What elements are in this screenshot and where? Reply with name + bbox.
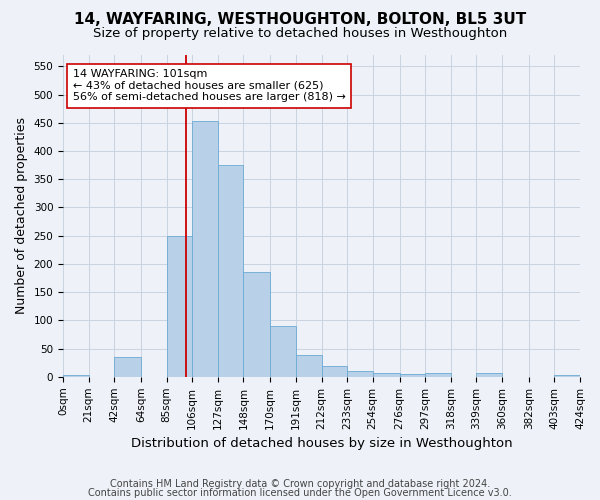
Bar [192, 121, 218, 377]
Bar [400, 374, 425, 377]
Text: 14, WAYFARING, WESTHOUGHTON, BOLTON, BL5 3UT: 14, WAYFARING, WESTHOUGHTON, BOLTON, BL5… [74, 12, 526, 28]
Text: Contains public sector information licensed under the Open Government Licence v3: Contains public sector information licen… [88, 488, 512, 498]
Text: Contains HM Land Registry data © Crown copyright and database right 2024.: Contains HM Land Registry data © Crown c… [110, 479, 490, 489]
Bar [114, 357, 141, 377]
Bar [476, 374, 502, 377]
Text: 14 WAYFARING: 101sqm
← 43% of detached houses are smaller (625)
56% of semi-deta: 14 WAYFARING: 101sqm ← 43% of detached h… [73, 69, 346, 102]
Text: Size of property relative to detached houses in Westhoughton: Size of property relative to detached ho… [93, 28, 507, 40]
Bar [63, 375, 89, 377]
Bar [373, 374, 400, 377]
Bar [218, 165, 244, 377]
Bar [271, 326, 296, 377]
Bar [425, 373, 451, 377]
Bar [167, 236, 192, 377]
Bar [554, 375, 580, 377]
Bar [347, 371, 373, 377]
Y-axis label: Number of detached properties: Number of detached properties [15, 118, 28, 314]
X-axis label: Distribution of detached houses by size in Westhoughton: Distribution of detached houses by size … [131, 437, 512, 450]
Bar [322, 366, 347, 377]
Bar [244, 272, 271, 377]
Bar [296, 356, 322, 377]
